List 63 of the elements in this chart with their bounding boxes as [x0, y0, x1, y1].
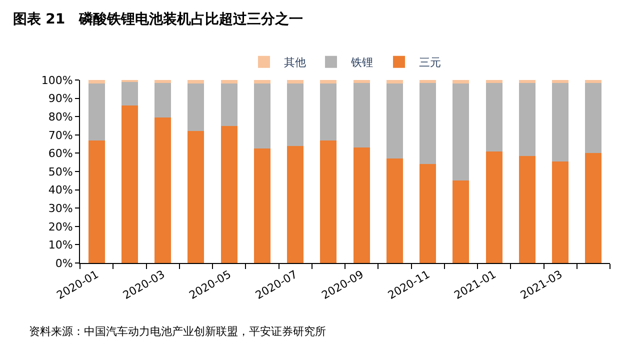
bar: [121, 82, 138, 106]
bar: [353, 82, 370, 148]
legend-label: 三元: [419, 56, 441, 70]
bar: [220, 84, 238, 126]
bar: [353, 80, 370, 83]
y-tick-label: 40%: [48, 184, 73, 197]
y-tick-label: 0%: [55, 256, 73, 270]
bar: [254, 84, 270, 149]
bar: [188, 80, 204, 84]
bar: [486, 82, 502, 152]
y-tick-label: 20%: [48, 220, 73, 234]
y-tick-label: 30%: [48, 202, 73, 215]
chart-title: 图表 21 磷酸铁锂电池装机占比超过三分之一: [12, 10, 304, 28]
legend-label: 铁锂: [350, 56, 373, 70]
bar: [154, 118, 172, 263]
y-tick-label: 60%: [48, 147, 73, 160]
y-tick-label: 90%: [48, 92, 73, 106]
bar: [420, 164, 436, 263]
bar: [585, 80, 602, 83]
bar: [452, 80, 470, 84]
bar: [254, 148, 270, 263]
y-tick-label: 50%: [48, 165, 73, 178]
bar: [154, 82, 172, 118]
bar: [518, 156, 536, 263]
bar: [88, 84, 105, 140]
y-tick-label: 70%: [48, 128, 73, 142]
bar: [287, 84, 304, 146]
bar: [452, 84, 470, 181]
bar: [320, 80, 337, 84]
bar: [552, 161, 569, 263]
bar: [486, 80, 502, 83]
bar: [420, 80, 436, 83]
bar: [585, 82, 602, 154]
bar: [287, 80, 304, 84]
bar: [88, 80, 105, 84]
bar: [518, 82, 536, 156]
bar: [320, 140, 337, 263]
bar: [552, 80, 569, 83]
bar: [386, 80, 403, 84]
bar: [88, 140, 105, 263]
y-tick-label: 100%: [41, 74, 73, 87]
text: 资料来源：中国汽车动力电池产业创新联盟，平安证券研究所: [29, 325, 326, 338]
bar: [486, 151, 502, 263]
bar: [121, 106, 138, 263]
bar: [320, 84, 337, 140]
legend-label: 其他: [284, 56, 306, 70]
bar: [552, 82, 569, 162]
y-tick-label: 10%: [48, 238, 73, 252]
bar: [220, 126, 238, 263]
bar: [353, 148, 370, 263]
bar: [386, 84, 403, 159]
bar: [220, 80, 238, 84]
bar: [386, 158, 403, 263]
bar: [452, 180, 470, 263]
bar: [585, 153, 602, 263]
bar: [188, 131, 204, 263]
y-tick-label: 80%: [48, 110, 73, 124]
bar: [154, 80, 172, 83]
bar: [254, 80, 270, 84]
bar: [287, 146, 304, 263]
bar: [188, 84, 204, 132]
bar: [420, 82, 436, 164]
bar: [518, 80, 536, 83]
